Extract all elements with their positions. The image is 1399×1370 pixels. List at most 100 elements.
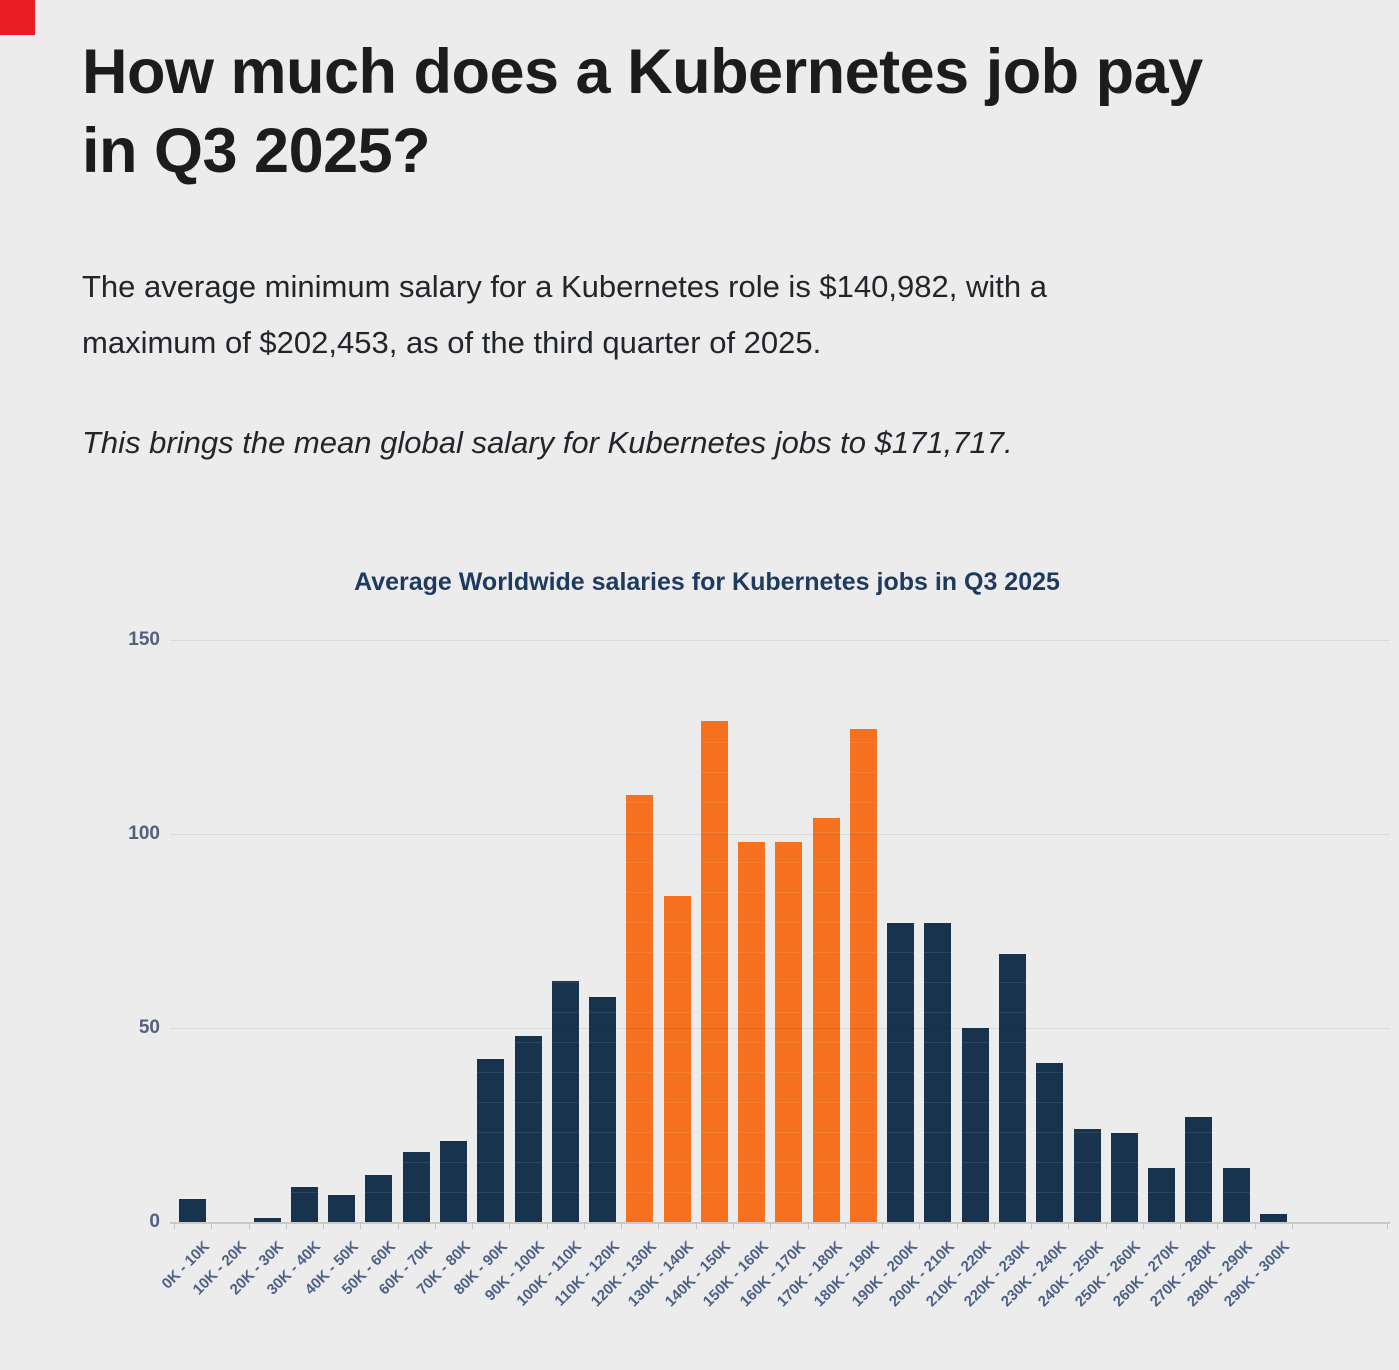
x-axis-tick — [323, 1222, 325, 1229]
bar-slot — [770, 640, 807, 1222]
bar-slot — [658, 640, 695, 1222]
bar-240K - 250K[interactable] — [1073, 1129, 1101, 1222]
bar-230K - 240K[interactable] — [1036, 1063, 1064, 1222]
x-axis-tick — [1217, 1222, 1219, 1229]
x-axis-tick — [360, 1222, 362, 1229]
bar-slot — [621, 640, 658, 1222]
bar-slot — [509, 640, 546, 1222]
bar-slot — [845, 640, 882, 1222]
bar-220K - 230K[interactable] — [998, 954, 1026, 1222]
x-axis-tick — [993, 1222, 995, 1229]
bar-slot — [919, 640, 956, 1222]
bar-270K - 280K[interactable] — [1185, 1117, 1213, 1222]
bar-140K - 150K[interactable] — [700, 721, 728, 1222]
bar-90K - 100K[interactable] — [514, 1036, 542, 1222]
x-axis-tick — [1031, 1222, 1033, 1229]
x-axis-labels: 0K - 10K 10K - 20K 20K - 30K 30K - 40K 40K -… — [158, 1234, 1390, 1359]
bar-160K - 170K[interactable] — [775, 842, 803, 1222]
page-title-line-1: How much does a Kubernetes job pay — [82, 37, 1203, 107]
plot-area — [170, 640, 1390, 1229]
x-axis-tick — [1105, 1222, 1107, 1229]
bar-slot — [808, 640, 845, 1222]
x-axis-tick — [509, 1222, 511, 1229]
bar-260K - 270K[interactable] — [1148, 1168, 1176, 1222]
bar-30K - 40K[interactable] — [290, 1187, 318, 1222]
x-axis-tick — [285, 1222, 287, 1229]
page-title: How much does a Kubernetes job pay in Q3… — [82, 33, 1399, 191]
bar-120K - 130K[interactable] — [626, 795, 654, 1222]
x-axis-tick — [882, 1222, 884, 1229]
bar-slot — [696, 640, 733, 1222]
bar-50K - 60K[interactable] — [365, 1175, 393, 1222]
bar-180K - 190K[interactable] — [849, 729, 877, 1222]
x-axis-tick — [546, 1222, 548, 1229]
y-tick-label-0: 0 — [149, 1211, 160, 1232]
bars-group — [174, 640, 1292, 1222]
bar-slot — [323, 640, 360, 1222]
x-axis-tick — [621, 1222, 623, 1229]
bar-slot — [1217, 640, 1254, 1222]
bar-slot — [1031, 640, 1068, 1222]
bar-130K - 140K[interactable] — [663, 896, 691, 1222]
x-axis-tick — [844, 1222, 846, 1229]
bar-slot — [994, 640, 1031, 1222]
bar-80K - 90K[interactable] — [477, 1059, 505, 1222]
red-corner-marker — [0, 0, 35, 35]
bar-290K - 300K[interactable] — [1259, 1214, 1287, 1222]
bar-110K - 120K[interactable] — [589, 997, 617, 1222]
bar-slot — [882, 640, 919, 1222]
chart-plot-row: 0 50 100 150 — [100, 629, 1390, 1232]
page-title-line-2: in Q3 2025? — [82, 116, 431, 186]
x-axis-tick — [733, 1222, 734, 1229]
x-axis-tick — [770, 1222, 772, 1229]
x-axis-tick — [174, 1222, 175, 1229]
bar-0K - 10K[interactable] — [179, 1199, 207, 1222]
y-tick-label-100: 100 — [128, 823, 160, 844]
bar-250K - 260K[interactable] — [1110, 1133, 1138, 1222]
salary-summary-paragraph: The average minimum salary for a Kuberne… — [82, 259, 1399, 371]
x-axis-tick — [956, 1222, 958, 1229]
bar-slot — [435, 640, 472, 1222]
bar-150K - 160K[interactable] — [738, 842, 766, 1222]
x-axis-tick — [1068, 1222, 1070, 1229]
x-axis-tick — [434, 1222, 436, 1229]
bar-slot — [286, 640, 323, 1222]
x-axis-row: 0K - 10K 10K - 20K 20K - 30K 30K - 40K 40K -… — [100, 1224, 1390, 1359]
bar-170K - 180K[interactable] — [812, 818, 840, 1222]
bar-slot — [1180, 640, 1217, 1222]
x-axis-tick — [919, 1222, 921, 1229]
x-axis-tick — [1254, 1222, 1256, 1229]
bar-slot — [1143, 640, 1180, 1222]
bar-20K - 30K[interactable] — [253, 1218, 281, 1222]
x-axis-tick — [807, 1222, 809, 1229]
bar-280K - 290K[interactable] — [1222, 1168, 1250, 1222]
bar-slot — [547, 640, 584, 1222]
gridline-100 — [170, 834, 1390, 835]
y-axis: 0 50 100 150 — [100, 629, 170, 1232]
x-axis-tick — [1142, 1222, 1144, 1229]
bar-60K - 70K[interactable] — [402, 1152, 430, 1222]
bar-slot — [1106, 640, 1143, 1222]
bar-190K - 200K[interactable] — [887, 923, 915, 1222]
bar-slot — [472, 640, 509, 1222]
bar-70K - 80K[interactable] — [439, 1141, 467, 1222]
x-axis-tick — [583, 1222, 585, 1229]
y-tick-label-50: 50 — [138, 1017, 160, 1038]
bar-100K - 110K[interactable] — [551, 981, 579, 1222]
x-axis-tick — [1387, 1222, 1388, 1229]
bar-slot — [1255, 640, 1292, 1222]
bar-slot — [360, 640, 397, 1222]
salary-summary-line-2: maximum of $202,453, as of the third qua… — [82, 325, 822, 360]
bar-210K - 220K[interactable] — [961, 1028, 989, 1222]
bar-slot — [733, 640, 770, 1222]
bar-slot — [398, 640, 435, 1222]
bar-200K - 210K[interactable] — [924, 923, 952, 1222]
gridline-150 — [170, 640, 1390, 641]
bar-slot — [211, 640, 248, 1222]
x-axis-tick — [472, 1222, 474, 1229]
bar-40K - 50K[interactable] — [328, 1195, 356, 1222]
bar-slot — [249, 640, 286, 1222]
x-axis-tick — [1180, 1222, 1182, 1229]
salary-histogram-chart: Average Worldwide salaries for Kubernete… — [100, 567, 1390, 1359]
